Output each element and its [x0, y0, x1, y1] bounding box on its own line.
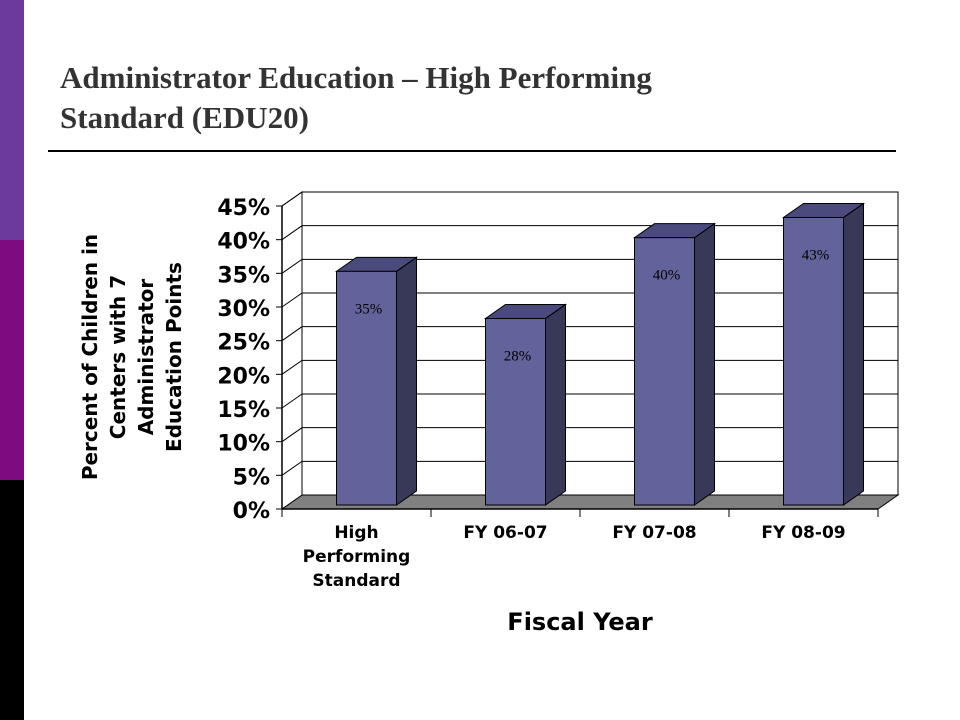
bar-side: [396, 256, 417, 506]
y-tick-label: 45%: [217, 196, 270, 221]
y-axis-label: Administrator: [134, 279, 158, 436]
x-tick-label: FY 08-09: [761, 523, 845, 543]
y-axis-label: Percent of Children in: [78, 234, 102, 480]
sidebar-segment-magenta: [0, 240, 24, 480]
y-tick-label: 5%: [233, 465, 270, 490]
bar: [783, 216, 844, 506]
sidebar-segment-purple: [0, 0, 24, 240]
chart-side-wall: [281, 191, 303, 510]
y-tick-label: 30%: [217, 297, 270, 322]
data-label: 35%: [355, 301, 383, 317]
y-tick-label: 0%: [233, 499, 270, 524]
data-label: 28%: [504, 348, 532, 364]
y-tick-label: 25%: [217, 331, 270, 356]
slide-title-line-2: Standard (EDU20): [60, 100, 309, 135]
gridline: [281, 191, 898, 207]
y-axis-label: Centers with 7: [106, 275, 130, 439]
bar-side: [843, 202, 864, 506]
slide-sidebar: [0, 0, 24, 720]
bar: [336, 270, 397, 506]
title-divider: [48, 150, 896, 152]
bar-side: [545, 303, 566, 506]
y-tick-label: 20%: [217, 364, 270, 389]
bar: [485, 317, 546, 506]
y-tick-label: 35%: [217, 263, 270, 288]
x-axis-label: Fiscal Year: [507, 608, 653, 636]
data-label: 43%: [802, 247, 830, 263]
x-tick-label: Standard: [312, 571, 400, 591]
y-tick-label: 15%: [217, 398, 270, 423]
x-tick-label: FY 06-07: [463, 523, 547, 543]
y-tick-label: 40%: [217, 230, 270, 255]
slide-title-line-1: Administrator Education – High Performin…: [60, 60, 652, 95]
bar-side: [694, 222, 715, 506]
bar: [634, 237, 695, 506]
data-label: 40%: [653, 268, 681, 284]
sidebar-segment-black: [0, 480, 24, 720]
x-tick-label: FY 07-08: [612, 523, 696, 543]
x-tick-label: Performing: [303, 547, 411, 567]
slide-title: Administrator Education – High Performin…: [60, 58, 880, 138]
x-tick-label: High: [334, 523, 378, 543]
y-axis-label: Education Points: [162, 262, 186, 452]
y-tick-label: 10%: [217, 432, 270, 457]
